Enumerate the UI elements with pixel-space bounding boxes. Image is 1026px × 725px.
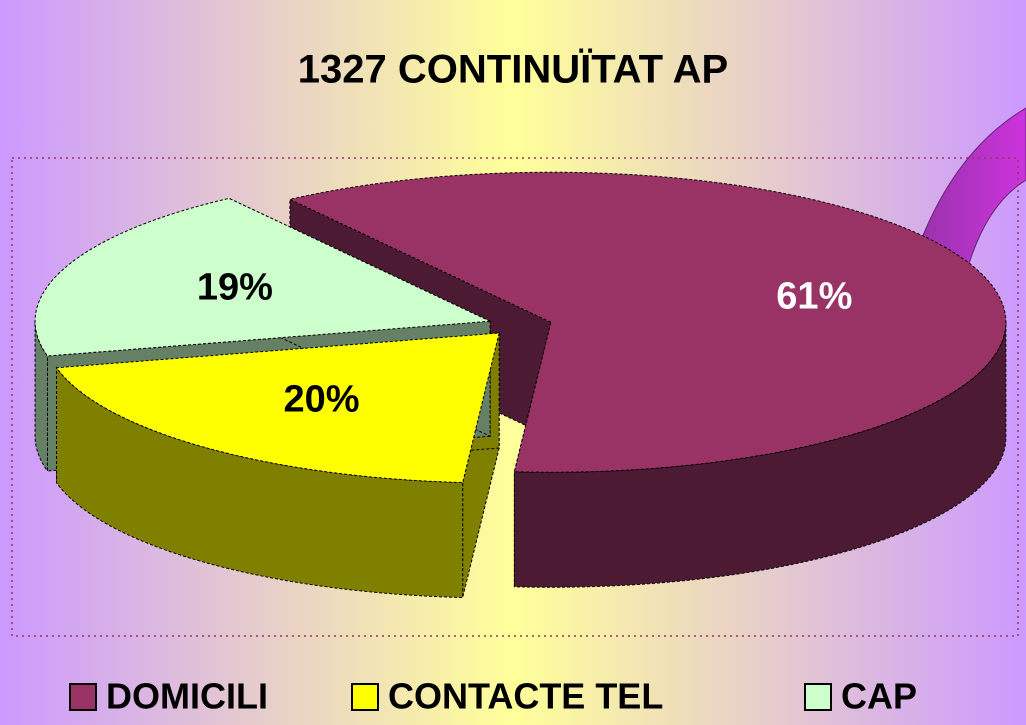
data-label: 61% (776, 276, 852, 318)
chart: 1327 CONTINUÏTAT AP 61% 20% 19% DOMICILI CO… (0, 0, 1026, 725)
legend-label: CAP (841, 676, 917, 717)
data-label: 19% (197, 266, 273, 308)
chart-title: 1327 CONTINUÏTAT AP (298, 48, 728, 92)
legend-label: DOMICILI (106, 676, 268, 717)
data-label: 20% (283, 378, 359, 420)
legend-swatch (70, 684, 96, 710)
pie: 61% 20% 19% (35, 172, 1006, 597)
legend-label: CONTACTE TEL (388, 676, 663, 717)
legend-swatch (805, 684, 831, 710)
legend-swatch (352, 684, 378, 710)
